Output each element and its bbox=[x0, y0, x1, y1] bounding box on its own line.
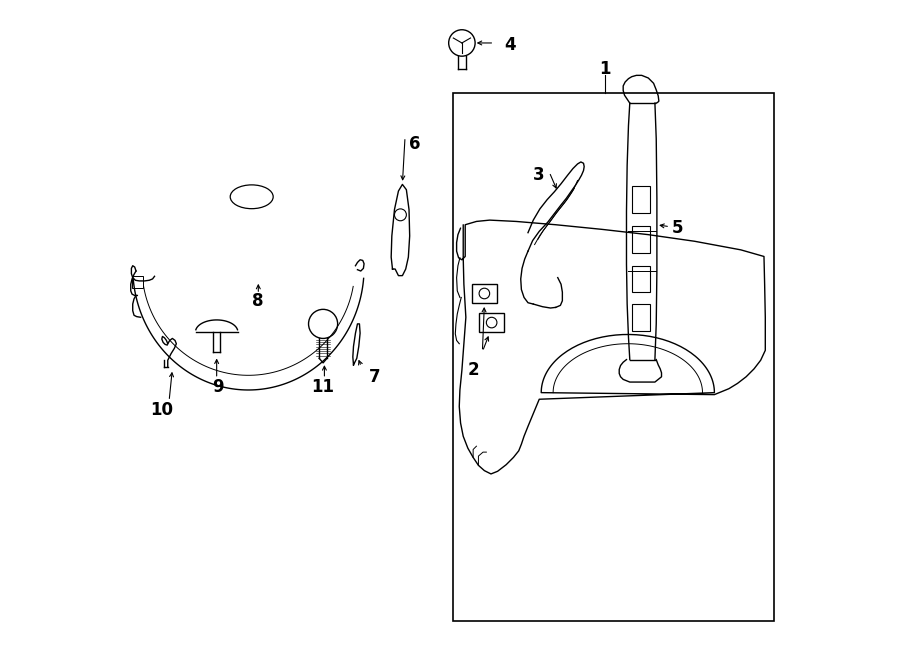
Text: 10: 10 bbox=[150, 401, 174, 419]
Bar bbox=[632, 186, 651, 213]
Bar bbox=[132, 276, 142, 288]
Text: 3: 3 bbox=[533, 166, 544, 184]
Text: 1: 1 bbox=[599, 60, 611, 79]
Text: 2: 2 bbox=[468, 361, 480, 379]
Text: 7: 7 bbox=[369, 368, 381, 386]
Bar bbox=[632, 304, 651, 330]
Text: 11: 11 bbox=[311, 377, 334, 396]
Bar bbox=[632, 266, 651, 292]
Text: 8: 8 bbox=[252, 292, 263, 310]
Text: 9: 9 bbox=[212, 377, 224, 396]
Bar bbox=[454, 93, 774, 621]
Text: 6: 6 bbox=[409, 135, 420, 153]
Text: 4: 4 bbox=[504, 36, 516, 54]
Bar bbox=[632, 226, 651, 253]
Text: 5: 5 bbox=[671, 219, 683, 237]
Bar bbox=[479, 313, 504, 332]
Bar bbox=[472, 284, 497, 303]
